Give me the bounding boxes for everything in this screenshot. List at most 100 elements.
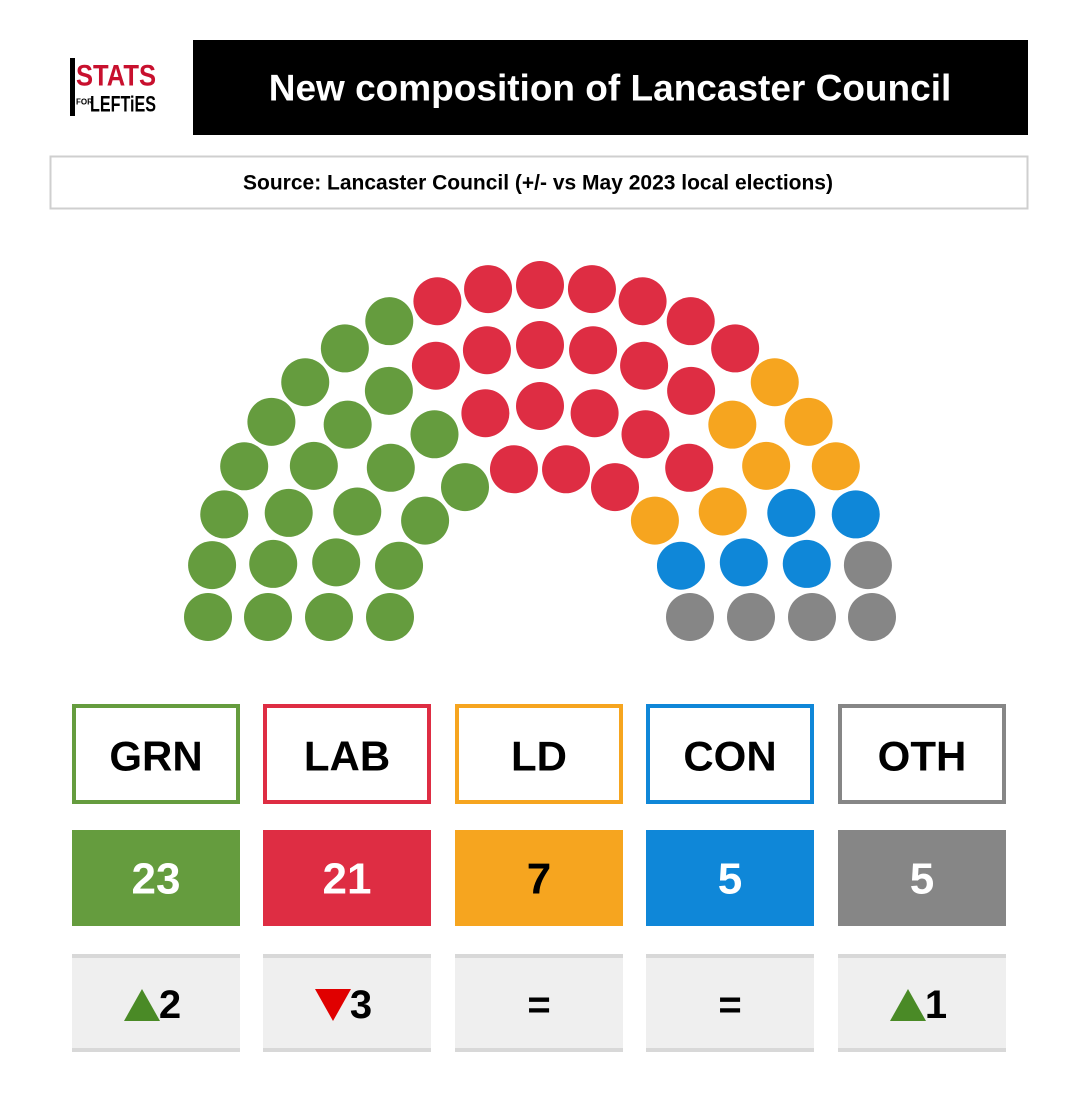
party-box — [455, 704, 623, 804]
seat — [323, 400, 372, 449]
change-box — [263, 954, 431, 1052]
change-border — [646, 1048, 814, 1052]
seat — [618, 277, 667, 326]
change-box — [646, 954, 814, 1052]
seat — [312, 538, 361, 587]
seat — [462, 326, 511, 375]
change-label: = — [718, 983, 741, 1027]
seat — [281, 358, 330, 407]
seat — [848, 593, 896, 641]
seat — [698, 487, 747, 536]
seat — [621, 410, 670, 459]
seat-count: 5 — [910, 855, 934, 904]
seat — [364, 366, 413, 415]
logo-text: FOR — [76, 98, 93, 107]
seat — [461, 389, 510, 438]
seat — [542, 445, 591, 494]
seat — [750, 358, 799, 407]
logo-text: LEFTiES — [90, 92, 156, 117]
seat — [244, 593, 292, 641]
change-border — [646, 954, 814, 958]
seat — [708, 400, 757, 449]
seat — [184, 593, 232, 641]
seat — [411, 341, 460, 390]
seat — [656, 541, 705, 590]
change-border — [455, 1048, 623, 1052]
party-box — [838, 704, 1006, 804]
seat — [516, 382, 564, 430]
seat — [264, 488, 313, 537]
seat — [464, 265, 513, 314]
seat — [843, 541, 892, 590]
seat-count-box — [263, 830, 431, 926]
seat — [320, 324, 369, 373]
seat — [630, 496, 679, 545]
subtitle-box — [49, 155, 1029, 210]
seat — [782, 539, 831, 588]
chart-title: New composition of Lancaster Council — [269, 68, 952, 109]
seat — [413, 277, 462, 326]
seat — [719, 538, 768, 587]
change-border — [72, 954, 240, 958]
seat — [289, 441, 338, 490]
title-bar — [193, 40, 1028, 135]
seat — [569, 326, 618, 375]
seat-count-box — [646, 830, 814, 926]
seat — [711, 324, 760, 373]
seat — [366, 443, 415, 492]
change-label: = — [527, 983, 550, 1027]
seat — [620, 341, 669, 390]
party-name: LD — [511, 733, 567, 780]
seat — [441, 463, 489, 512]
seat — [200, 490, 249, 539]
seat — [333, 487, 382, 536]
seat-count: 21 — [323, 855, 372, 904]
change-border — [263, 954, 431, 958]
seat — [567, 265, 616, 314]
seat — [784, 397, 833, 446]
seat — [366, 593, 414, 641]
seat — [401, 496, 450, 545]
seat — [665, 443, 714, 492]
seat — [375, 541, 424, 590]
seat — [727, 593, 775, 641]
party-name: GRN — [109, 733, 202, 780]
party-name: CON — [683, 733, 776, 780]
party-name: LAB — [304, 733, 390, 780]
change-border — [263, 1048, 431, 1052]
change-label: 2 — [159, 983, 181, 1027]
change-box — [838, 954, 1006, 1052]
seat — [247, 397, 296, 446]
seat — [249, 539, 298, 588]
logo-bar — [70, 58, 75, 116]
seat-count: 23 — [132, 855, 181, 904]
change-label: 3 — [350, 983, 372, 1027]
seat — [811, 442, 860, 491]
seat — [788, 593, 836, 641]
seat — [591, 463, 639, 512]
seat — [188, 541, 237, 590]
seat — [516, 261, 564, 309]
change-border — [838, 954, 1006, 958]
seat — [666, 593, 714, 641]
seat — [516, 321, 564, 369]
party-box — [263, 704, 431, 804]
seat — [570, 389, 619, 438]
seat-count-box — [838, 830, 1006, 926]
seat-count: 5 — [718, 855, 742, 904]
seat — [666, 297, 715, 346]
change-border — [72, 1048, 240, 1052]
change-box — [455, 954, 623, 1052]
seat-count-box — [72, 830, 240, 926]
up-arrow — [124, 989, 160, 1021]
down-arrow — [315, 989, 351, 1021]
seat — [742, 441, 791, 490]
seat — [767, 488, 816, 537]
change-box — [72, 954, 240, 1052]
seat-count-box — [455, 830, 623, 926]
seat-count: 7 — [527, 855, 551, 904]
party-box — [646, 704, 814, 804]
seat — [305, 593, 353, 641]
